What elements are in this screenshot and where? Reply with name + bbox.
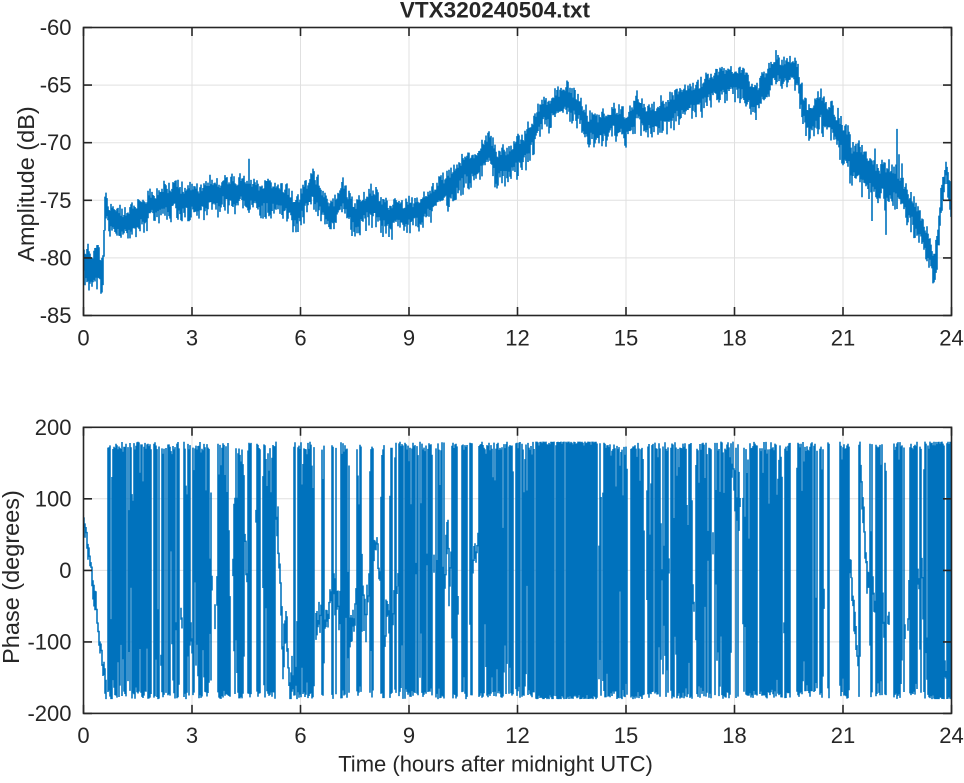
svg-text:Time (hours after midnight UTC: Time (hours after midnight UTC) <box>338 752 653 777</box>
svg-text:-200: -200 <box>27 701 71 726</box>
svg-text:12: 12 <box>505 326 529 351</box>
svg-text:-75: -75 <box>40 188 72 213</box>
svg-text:-85: -85 <box>40 303 72 328</box>
svg-text:VTX320240504.txt: VTX320240504.txt <box>400 0 591 23</box>
svg-text:3: 3 <box>186 723 198 748</box>
svg-text:21: 21 <box>831 326 855 351</box>
svg-text:-70: -70 <box>40 130 72 155</box>
svg-text:24: 24 <box>939 326 963 351</box>
svg-text:0: 0 <box>77 723 89 748</box>
svg-text:21: 21 <box>831 723 855 748</box>
svg-text:3: 3 <box>186 326 198 351</box>
svg-text:-65: -65 <box>40 73 72 98</box>
svg-text:15: 15 <box>614 326 638 351</box>
svg-text:12: 12 <box>505 723 529 748</box>
svg-text:6: 6 <box>294 326 306 351</box>
svg-text:6: 6 <box>294 723 306 748</box>
svg-text:200: 200 <box>35 415 72 440</box>
svg-text:100: 100 <box>35 486 72 511</box>
svg-text:9: 9 <box>403 723 415 748</box>
svg-text:24: 24 <box>939 723 963 748</box>
svg-text:-60: -60 <box>40 15 72 40</box>
svg-text:18: 18 <box>722 723 746 748</box>
svg-text:0: 0 <box>59 558 71 583</box>
svg-text:Amplitude (dB): Amplitude (dB) <box>13 106 39 261</box>
svg-text:-100: -100 <box>27 629 71 654</box>
svg-text:0: 0 <box>77 326 89 351</box>
svg-text:Phase (degrees): Phase (degrees) <box>0 490 24 664</box>
svg-text:-80: -80 <box>40 245 72 270</box>
svg-text:18: 18 <box>722 326 746 351</box>
svg-text:9: 9 <box>403 326 415 351</box>
svg-text:15: 15 <box>614 723 638 748</box>
